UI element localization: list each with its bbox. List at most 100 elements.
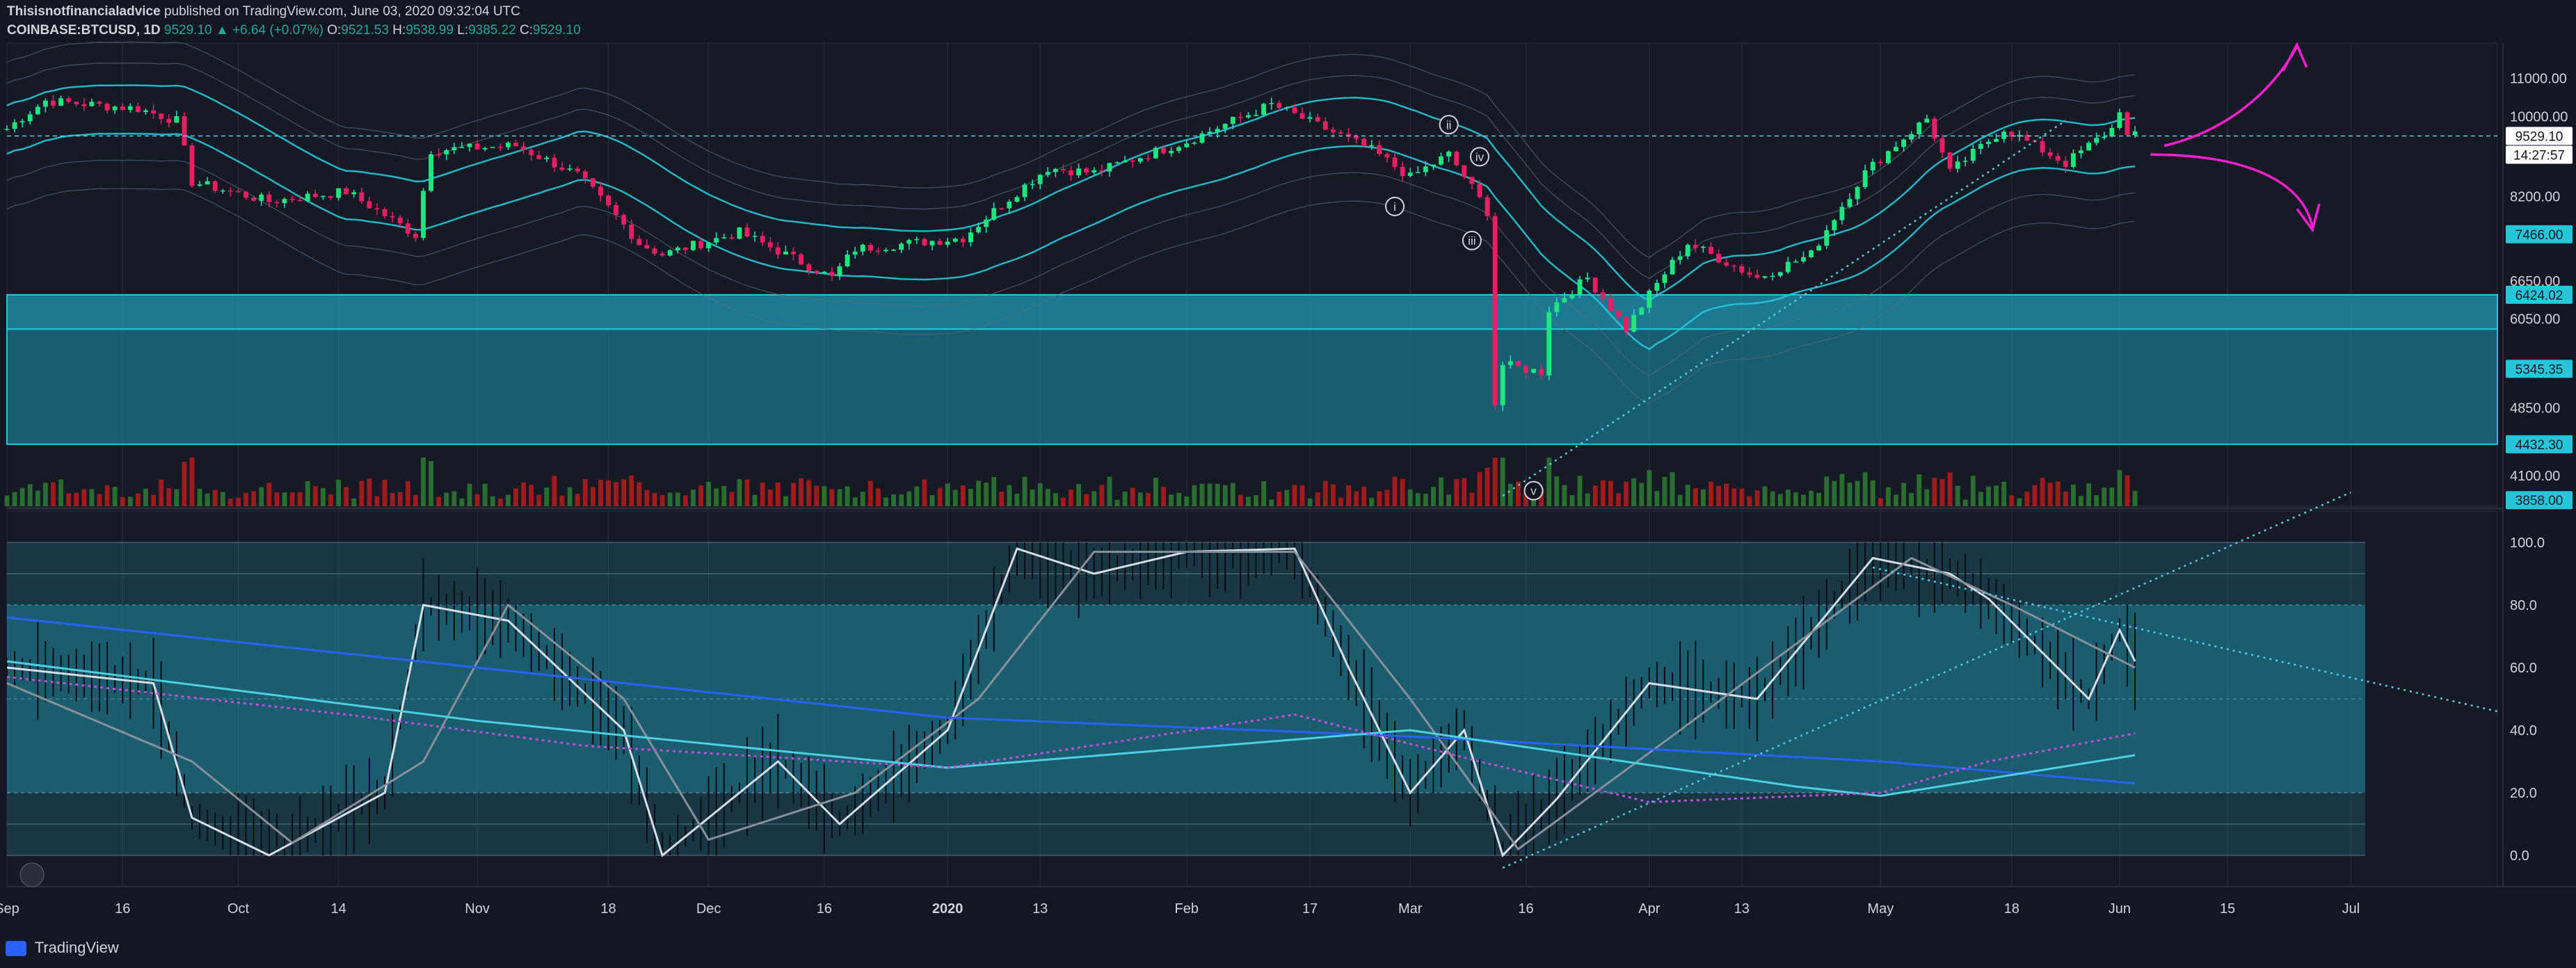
volume-bar (97, 494, 102, 506)
candle-body (320, 195, 326, 197)
candle-body (51, 100, 56, 106)
price-badge-bg (2506, 435, 2573, 453)
symbol-label[interactable]: COINBASE:BTCUSD, 1D (7, 23, 161, 38)
volume-bar (1709, 481, 1713, 506)
price-badge-bg (2506, 145, 2573, 164)
volume-bar (682, 495, 688, 506)
candle-body (289, 199, 295, 200)
candle-body (2063, 161, 2068, 168)
candle-body (444, 150, 449, 154)
volume-bar (1885, 487, 1891, 506)
volume-bar (104, 485, 110, 506)
candle-body (151, 110, 157, 114)
volume-bar (2079, 496, 2083, 506)
oscillator-axis-tick: 20.0 (2510, 786, 2537, 801)
volume-bar (1439, 477, 1443, 506)
volume-bar (521, 482, 527, 506)
candle-body (1130, 160, 1135, 162)
candle-body (1338, 132, 1343, 134)
candle-body (691, 241, 696, 250)
volume-bar (2032, 485, 2038, 506)
candle-body (1384, 154, 1390, 158)
volume-bar (1894, 494, 1898, 506)
candle-body (429, 154, 434, 191)
candle-body (629, 224, 634, 239)
candle-body (706, 242, 712, 249)
volume-bar (436, 497, 442, 506)
author-name[interactable]: Thisisnotfinancialadvice (7, 4, 161, 19)
volume-bar (259, 487, 264, 506)
candle-body (659, 253, 665, 256)
volume-bar (1192, 485, 1197, 506)
candle-body (1022, 184, 1027, 197)
candle-body (1939, 138, 1945, 153)
volume-bar (544, 487, 550, 506)
candle-body (2109, 128, 2115, 137)
candle-body (305, 193, 310, 201)
candle-body (2001, 131, 2007, 139)
volume-bar (2001, 481, 2007, 506)
candle-body (1439, 156, 1443, 165)
oscillator-band-fill (7, 605, 2365, 793)
candle-body (2094, 138, 2099, 143)
volume-bar (1685, 484, 1690, 506)
candle-body (1569, 295, 1575, 298)
wave-label-iv: iv (1475, 150, 1485, 163)
price-badge-bg (2506, 285, 2573, 304)
candle-body (891, 250, 897, 251)
price-badge-bg (2506, 225, 2573, 243)
price-panel[interactable] (4, 41, 2498, 506)
candle-body (714, 238, 719, 243)
volume-bar (1592, 485, 1598, 506)
volume-bar (135, 493, 141, 506)
volume-bar (112, 487, 118, 506)
volume-bar (837, 489, 842, 506)
x-axis-tick: Mar (1398, 901, 1423, 917)
volume-bar (390, 492, 395, 506)
volume-bar (236, 497, 241, 506)
tradingview-footer[interactable]: TradingView (6, 939, 119, 957)
candle-body (120, 106, 125, 111)
x-axis-tick: 18 (600, 901, 616, 917)
candle-body (436, 154, 442, 156)
volume-bar (2047, 483, 2053, 506)
candle-body (984, 219, 989, 227)
volume-bar (567, 487, 573, 506)
volume-bar (614, 482, 619, 506)
axes: 11000.0010000.008200.006650.006050.00540… (0, 71, 2573, 917)
volume-bar (1145, 492, 1151, 506)
volume-bar (143, 488, 148, 506)
candle-body (197, 184, 202, 186)
candle-body (243, 191, 249, 198)
volume-bar (675, 492, 680, 506)
oscillator-series-ma_blue (6, 616, 2136, 784)
candle-body (1970, 148, 1976, 161)
volume-bar (1454, 478, 1459, 506)
volume-bar (482, 483, 488, 506)
volume-bar (1045, 489, 1050, 506)
candle-body (667, 250, 673, 256)
candle-body (1747, 272, 1752, 275)
candle-body (2017, 135, 2022, 137)
volume-bar (58, 479, 64, 506)
volume-bar (351, 498, 357, 506)
candle-body (1107, 163, 1112, 172)
volume-bar (783, 496, 788, 506)
candle-body (529, 150, 534, 156)
candle-body (1485, 197, 1490, 216)
candle-body (1801, 257, 1806, 261)
candle-body (999, 208, 1005, 209)
volume-bar (1053, 493, 1058, 506)
volume-bar (1114, 499, 1120, 506)
volume-bar (1639, 483, 1645, 506)
candle-body (1361, 138, 1367, 147)
candle-body (899, 243, 904, 250)
price-axis-tick: 6050.00 (2510, 312, 2560, 328)
candle-body (914, 239, 920, 241)
volume-bar (367, 478, 372, 506)
candle-body (1855, 187, 1860, 200)
x-axis-tick: Sep (0, 901, 19, 917)
oscillator-panel[interactable] (6, 491, 2498, 869)
volume-bar (1261, 481, 1267, 506)
